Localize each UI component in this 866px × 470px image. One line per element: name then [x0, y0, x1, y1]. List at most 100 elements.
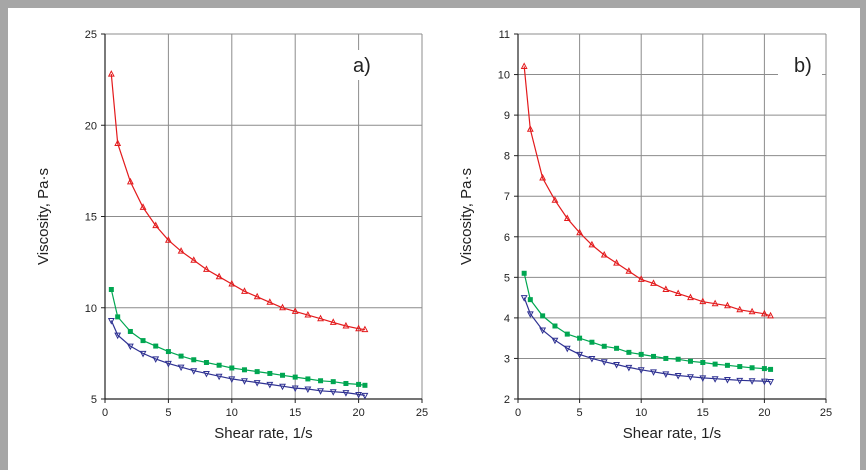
panel-label-bg: [337, 50, 381, 80]
data-point: [674, 372, 682, 380]
data-point: [552, 323, 558, 329]
data-point: [139, 350, 147, 358]
data-point: [177, 247, 185, 254]
data-point: [577, 335, 583, 341]
data-point: [662, 371, 670, 378]
data-point: [687, 358, 693, 364]
data-point: [760, 309, 768, 317]
data-point: [164, 360, 172, 368]
data-point: [203, 360, 209, 365]
y-tick-label: 5: [504, 272, 510, 284]
data-point: [126, 177, 134, 185]
data-point: [520, 295, 528, 302]
data-point: [539, 173, 547, 181]
data-point: [266, 298, 274, 305]
data-point: [152, 356, 160, 363]
y-tick-label: 3: [504, 353, 510, 365]
y-tick-label: 6: [504, 232, 510, 244]
y-tick-label: 2: [504, 394, 510, 406]
data-point: [329, 318, 337, 325]
data-point: [674, 289, 682, 297]
data-point: [521, 270, 527, 276]
y-tick-label: 9: [504, 110, 510, 122]
y-axis-label: Viscosity, Pa·s: [458, 168, 475, 265]
data-point: [177, 364, 185, 372]
data-point: [526, 311, 534, 318]
data-point: [737, 364, 743, 370]
data-point: [767, 379, 774, 386]
x-axis-label: Shear rate, 1/s: [214, 425, 312, 442]
data-point: [361, 325, 369, 333]
data-point: [317, 388, 324, 395]
data-point: [589, 339, 595, 345]
y-tick-label: 7: [504, 191, 510, 203]
data-point: [527, 297, 533, 303]
series-line-1: [523, 273, 771, 370]
data-point: [279, 303, 286, 311]
data-point: [625, 364, 633, 372]
data-point: [700, 360, 706, 365]
series-line-0: [523, 66, 771, 317]
data-point: [279, 383, 286, 391]
data-point: [115, 314, 121, 320]
data-point: [361, 392, 369, 400]
data-point: [241, 367, 247, 373]
data-point: [114, 332, 122, 340]
data-point: [761, 366, 767, 372]
data-point: [637, 275, 645, 282]
data-point: [114, 139, 122, 146]
y-tick-label: 4: [504, 313, 510, 325]
data-point: [292, 374, 298, 380]
data-point: [229, 365, 235, 371]
data-point: [140, 338, 146, 344]
data-point: [650, 279, 657, 286]
data-point: [650, 369, 657, 376]
data-point: [520, 62, 528, 69]
data-point: [564, 331, 570, 337]
data-point: [355, 324, 363, 332]
data-point: [687, 374, 694, 381]
data-point: [576, 351, 584, 359]
data-point: [767, 311, 774, 319]
y-axis-label: Viscosity, Pa·s: [35, 168, 52, 265]
data-point: [318, 378, 324, 384]
data-point: [600, 359, 608, 366]
data-point: [317, 314, 324, 322]
data-point: [178, 353, 184, 359]
data-point: [355, 391, 363, 399]
data-point: [711, 299, 719, 307]
panel-label: a): [353, 55, 371, 77]
data-point: [768, 366, 774, 372]
data-point: [637, 367, 645, 374]
data-point: [215, 373, 223, 381]
data-point: [724, 377, 731, 384]
data-point: [304, 386, 312, 394]
x-tick-label: 25: [416, 407, 428, 419]
data-point: [711, 376, 719, 383]
x-axis-label: Shear rate, 1/s: [623, 425, 721, 442]
data-point: [190, 368, 198, 375]
data-point: [127, 328, 133, 334]
data-point: [588, 240, 596, 248]
data-point: [699, 297, 707, 305]
data-point: [241, 378, 248, 385]
data-point: [304, 310, 312, 318]
y-tick-label: 25: [85, 29, 97, 41]
data-point: [626, 349, 632, 355]
y-tick-label: 5: [91, 394, 97, 406]
data-point: [748, 378, 756, 385]
data-point: [203, 265, 210, 272]
data-point: [625, 267, 633, 274]
data-point: [675, 356, 681, 362]
data-point: [736, 377, 744, 385]
data-point: [291, 385, 299, 393]
data-point: [254, 369, 260, 375]
data-point: [638, 351, 644, 357]
data-point: [343, 380, 349, 386]
data-point: [540, 313, 546, 319]
x-tick-label: 20: [758, 407, 770, 419]
data-point: [651, 353, 657, 359]
data-point: [613, 362, 620, 369]
